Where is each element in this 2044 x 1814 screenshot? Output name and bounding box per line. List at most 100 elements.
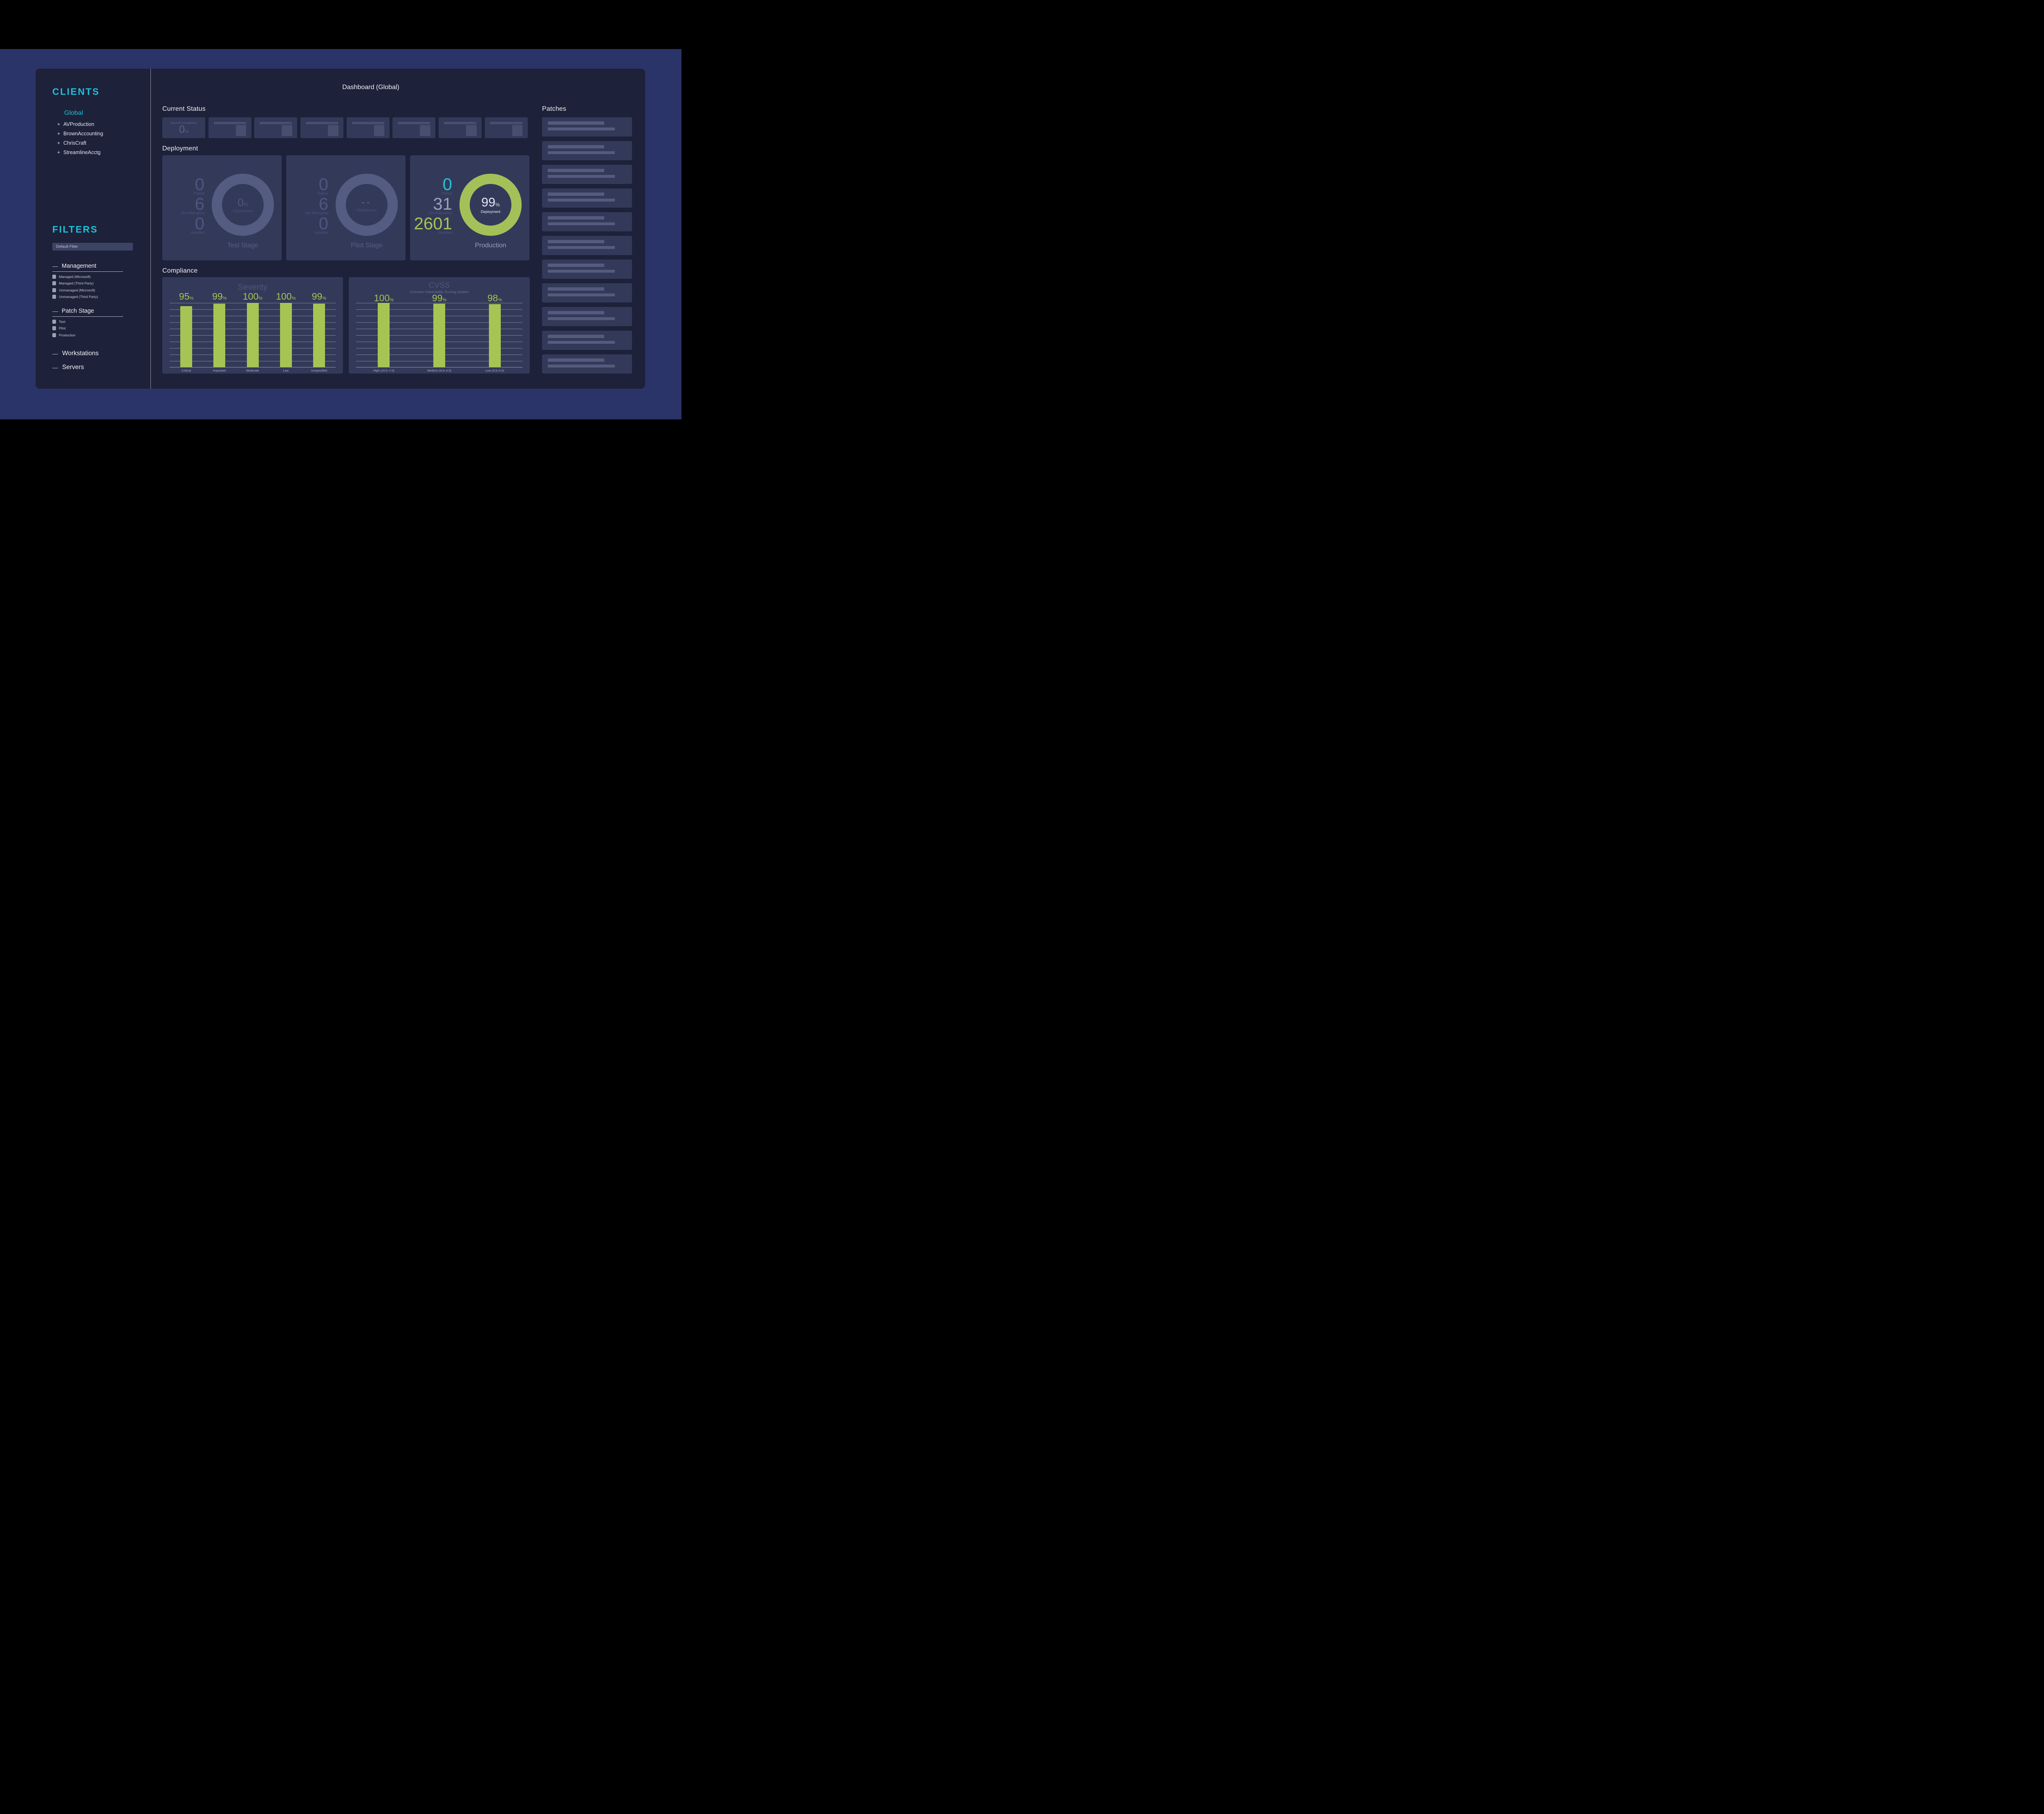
filter-section-header[interactable]: — Patch Stage [52, 308, 123, 314]
chart-bar [313, 303, 325, 367]
filter-checkbox-row[interactable]: Managed (Microsoft) [52, 274, 123, 279]
skeleton-bar [548, 311, 604, 314]
skeleton-block [512, 125, 523, 136]
deployment-stats: 0 Paired 6 Not Attempted 0 Installed [286, 176, 328, 236]
sidebar-group-servers[interactable]: — Servers [52, 364, 84, 371]
deployment-stats: 0 Paired 6 Not Attempted 0 Installed [162, 176, 204, 236]
sidebar-item-client[interactable]: + BrownAccounting [57, 130, 103, 137]
skeleton-bar [548, 246, 615, 249]
chart-plot [356, 303, 522, 367]
patch-list-item[interactable] [542, 354, 632, 374]
plus-icon: + [57, 131, 61, 137]
patch-list-item[interactable] [542, 260, 632, 279]
status-placeholder-card [346, 117, 390, 138]
patch-list-item[interactable] [542, 212, 632, 231]
collapse-dash-icon: — [52, 350, 58, 357]
patch-list-item[interactable] [542, 188, 632, 208]
skeleton-bar [490, 122, 522, 124]
checkbox-label: Production [59, 333, 76, 337]
chart-title: CVSS [428, 281, 450, 290]
patches-heading: Patches [542, 105, 567, 112]
skeleton-bar [548, 317, 615, 320]
filter-checkbox-row[interactable]: Production [52, 333, 123, 337]
skeleton-bar [548, 264, 604, 267]
skeleton-block [235, 125, 247, 136]
plus-icon: + [57, 150, 61, 155]
chart-bar [433, 303, 445, 367]
checkbox[interactable] [52, 326, 56, 330]
chart-bar [247, 303, 259, 367]
patch-list-item[interactable] [542, 283, 632, 302]
bar-category-label: Moderate [246, 369, 259, 372]
deployment-card-pilot-stage: 0 Paired 6 Not Attempted 0 Installed -- Deploym… [286, 155, 406, 260]
bar-value-label: 100% [242, 291, 263, 302]
checkbox[interactable] [52, 333, 56, 337]
stat-value: 6 [195, 194, 204, 213]
stat-label: Not Attempted [428, 211, 452, 215]
checkbox-label: Managed (Microsoft) [59, 274, 91, 279]
status-placeholder-card [484, 117, 528, 138]
chart-bar [213, 303, 226, 367]
patch-list-item[interactable] [542, 117, 632, 137]
skeleton-bar [548, 240, 604, 243]
patch-list-item[interactable] [542, 236, 632, 255]
checkbox-label: Unmanaged (Third Party) [59, 295, 98, 299]
client-list: + AVProduction + BrownAccounting + ChrisCraft… [57, 121, 103, 159]
checkbox[interactable] [52, 288, 56, 292]
bar-cell [303, 303, 336, 367]
filter-section-header[interactable]: — Management [52, 263, 123, 269]
filter-checkbox-row[interactable]: Unmanaged (Third Party) [52, 295, 123, 299]
stat-value: 2601 [414, 214, 452, 233]
donut-label: Deployment [480, 210, 501, 214]
stat-label: Installed [191, 231, 204, 235]
status-placeholder-card [439, 117, 482, 138]
chart-value-labels: 95% 99% 100% 100% 99% [170, 292, 336, 301]
filter-checkbox-row[interactable]: Test [52, 319, 123, 324]
patch-list-item[interactable] [542, 307, 632, 326]
patch-list-item[interactable] [542, 165, 632, 184]
filter-select-input[interactable] [52, 243, 133, 251]
chart-bar [378, 303, 390, 367]
status-placeholder-card [300, 117, 344, 138]
skeleton-bar [548, 127, 615, 130]
sidebar-item-client[interactable]: + ChrisCraft [57, 140, 103, 146]
collapse-dash-icon: — [52, 364, 58, 371]
sidebar-group-workstations[interactable]: — Workstations [52, 350, 99, 357]
bar-cell [203, 303, 236, 367]
skeleton-bar [548, 358, 604, 362]
donut-value: 0% [238, 196, 248, 208]
desktop-background: ✕ CLIENTS Global +AVProduction+BrownAcco… [0, 49, 681, 419]
stat-label: Paired [441, 191, 452, 195]
deployment-card-title: Pilot Stage [351, 242, 383, 249]
sidebar-item-client[interactable]: + AVProduction [57, 121, 103, 128]
chart-subtitle: Common Vulnerability Scoring System [410, 290, 469, 294]
page-title: Dashboard (Global) [342, 84, 399, 91]
sidebar-item-client[interactable]: + StreamlineAcctg [57, 149, 103, 156]
status-placeholder-card [392, 117, 436, 138]
patch-list-item[interactable] [542, 141, 632, 160]
bar-category-label: High (10.0–7.0) [373, 369, 394, 372]
skeleton-bar [352, 122, 384, 124]
client-label: StreamlineAcctg [63, 150, 101, 155]
deployment-card-production: 0 Paired 31 Not Attempted 2601 Installed 99% De… [410, 155, 529, 260]
checkbox[interactable] [52, 281, 56, 285]
filter-checkbox-row[interactable]: Unmanaged (Microsoft) [52, 288, 123, 292]
checkbox-label: Unmanaged (Microsoft) [59, 288, 95, 292]
client-label: ChrisCraft [63, 140, 87, 146]
plus-icon: + [57, 121, 61, 127]
filter-checkbox-row[interactable]: Managed (Third Party) [52, 281, 123, 285]
chart-bar [180, 306, 193, 367]
patch-list-item[interactable] [542, 331, 632, 350]
overall-compliance-label: Overall Compliance [170, 121, 197, 125]
stat-label: Paired [193, 191, 204, 195]
stat-value: 0 [318, 214, 328, 233]
checkbox[interactable] [52, 319, 56, 324]
deployment-heading: Deployment [162, 145, 198, 152]
checkbox[interactable] [52, 295, 56, 299]
stat-value: 6 [318, 194, 328, 213]
checkbox-label: Pilot [59, 326, 66, 330]
sidebar-item-global[interactable]: Global [64, 110, 83, 116]
skeleton-bar [548, 121, 604, 125]
checkbox[interactable] [52, 274, 56, 279]
filter-checkbox-row[interactable]: Pilot [52, 326, 123, 330]
